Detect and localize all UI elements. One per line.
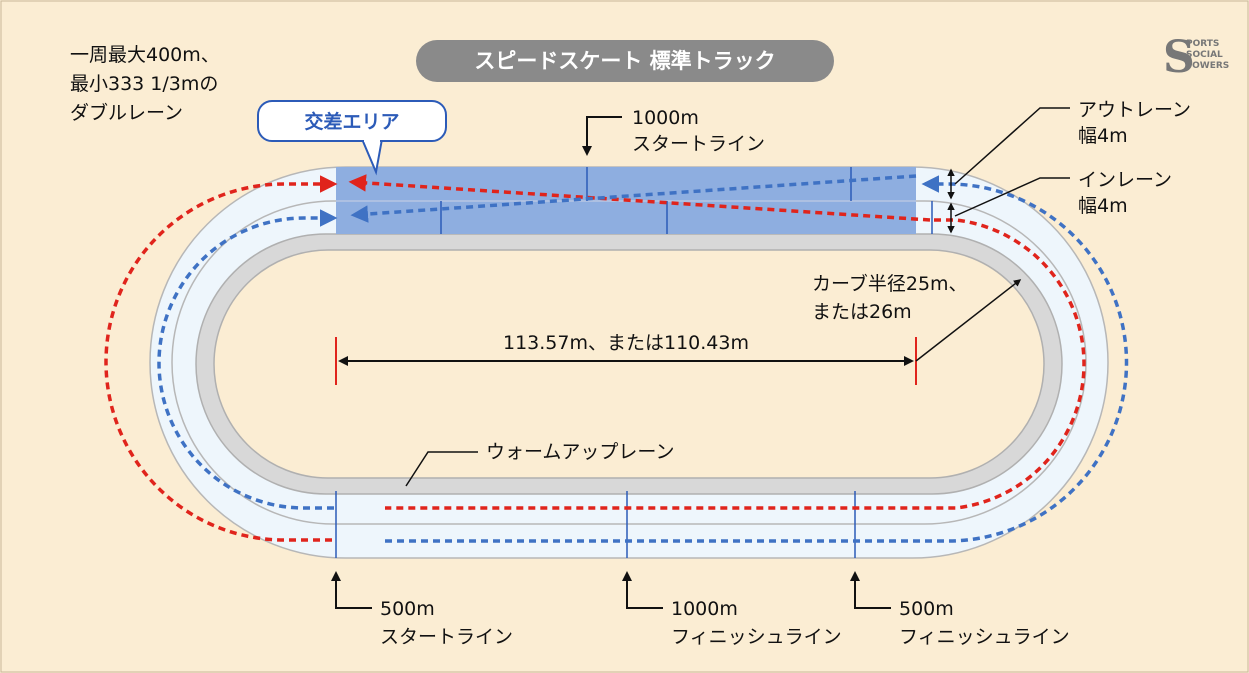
out-lane-width: 幅4m	[1078, 125, 1128, 147]
start-1000-sub: スタートライン	[632, 133, 765, 155]
title-box	[416, 40, 834, 82]
crossing-callout	[257, 100, 447, 142]
crossing-callout-joint	[364, 136, 380, 142]
red-cross-path	[348, 174, 931, 222]
straight-length-label: 113.57m、または110.43m	[503, 332, 749, 354]
logo-line-2: SOCIAL	[1186, 50, 1223, 60]
out-lane-leader	[954, 107, 1070, 185]
warmup-label: ウォームアップレーン	[486, 441, 674, 463]
out-lane-label: アウトレーン	[1078, 99, 1191, 121]
in-lane-width: 幅4m	[1078, 195, 1128, 217]
start-500-leader	[331, 571, 372, 609]
in-lane-label: インレーン	[1078, 169, 1172, 191]
finish-1000-label: 1000m	[671, 598, 738, 620]
start-500-sub: スタートライン	[380, 626, 513, 648]
crossing-area-label: 交差エリア	[304, 110, 399, 133]
finish-500-label: 500m	[899, 598, 954, 620]
logo-letter: S	[1163, 32, 1195, 83]
sports-social-towers-logo: S PORTS SOCIAL TOWERS	[1163, 32, 1229, 83]
finish-1000-sub: フィニッシュライン	[671, 626, 842, 648]
start-1000-leader	[582, 116, 622, 156]
blue-right-path	[385, 175, 1129, 543]
title: スピードスケート 標準トラック	[474, 49, 775, 73]
finish-500-leader	[850, 571, 891, 609]
lane-note-line-1: 一周最大400m、	[70, 44, 220, 66]
curve-radius-label-2: または26m	[812, 301, 912, 323]
finish-500-sub: フィニッシュライン	[899, 626, 1070, 648]
lane-note-line-2: 最小333 1/3mの	[70, 73, 218, 95]
curve-radius-leader	[915, 279, 1022, 362]
logo-line-1: PORTS	[1186, 39, 1219, 49]
blue-cross-path	[350, 174, 917, 223]
red-outer-path	[104, 175, 338, 542]
red-right-path	[385, 218, 1086, 510]
logo-line-3: TOWERS	[1186, 61, 1229, 71]
warmup-leader	[405, 451, 478, 487]
curve-radius-label: カーブ半径25m、	[812, 272, 968, 295]
finish-1000-leader	[622, 571, 663, 609]
in-lane-leader	[954, 177, 1070, 217]
lane-note-line-3: ダブルレーン	[70, 101, 183, 124]
start-1000-label: 1000m	[632, 107, 699, 129]
blue-left-path	[157, 209, 338, 510]
start-500-label: 500m	[380, 598, 435, 620]
